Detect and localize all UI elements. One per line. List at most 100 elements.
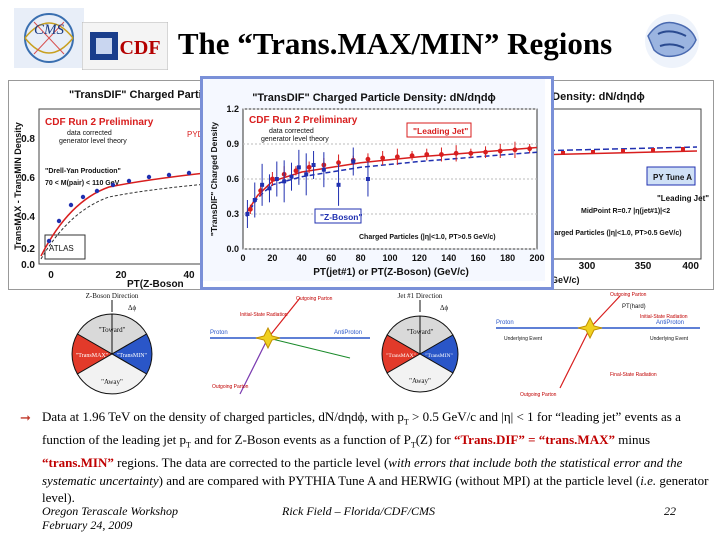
left-ytick: 0.2 [21,244,35,255]
footer-author: Rick Field – Florida/CDF/CMS [282,504,435,518]
x-tick-label: 80 [356,253,366,263]
left-chart-title: "TransDIF" Charged Partic [69,89,208,101]
left-xtick: 40 [183,270,195,281]
left-xtick: 0 [48,270,54,281]
z-boson-event-diagram: Initial-State Radiation Outgoing Parton … [200,288,380,400]
right-cuts: Charged Particles (|η|<1.0, PT>0.5 GeV/c… [545,230,682,237]
left-process-label: "Drell-Yan Production" [45,168,121,175]
leading-jet-point [394,154,400,160]
svg-text:"TransMIN": "TransMIN" [425,353,453,359]
zboson-point [365,177,370,181]
svg-text:"Away": "Away" [409,377,431,385]
y-tick-label: 0.9 [226,139,239,149]
svg-text:Δϕ: Δϕ [128,304,137,312]
z-event-sketch: Initial-State Radiation Outgoing Parton … [210,296,370,395]
left-point [166,172,172,178]
right-point [651,148,655,152]
left-atlas-label: ATLAS [49,244,74,253]
right-xtick: 400 [682,261,699,272]
description-text: Data at 1.96 TeV on the density of charg… [42,409,709,506]
y-tick-label: 0.3 [226,209,239,219]
x-tick-label: 60 [326,253,336,263]
leading-jet-point [365,156,371,162]
footer-workshop: Oregon Terascale Workshop [42,504,179,518]
right-xtick: 300 [579,261,596,272]
svg-text:Outgoing Parton: Outgoing Parton [212,384,249,390]
svg-text:Outgoing Parton: Outgoing Parton [610,292,647,298]
jet-diagram: Jet #1 Direction Δϕ "Toward" "TransMAX" … [380,288,490,400]
svg-text:"Away": "Away" [101,378,123,386]
svg-text:"TransMAX": "TransMAX" [386,353,416,359]
cdf-logo-icon: CDF [82,22,168,70]
main-legend-line: generator level theory [261,136,329,143]
main-ylabel: "TransDIF" Charged Density [209,122,219,237]
footer-left: Oregon Terascale Workshop February 24, 2… [42,504,178,532]
svg-text:Final-State Radiation: Final-State Radiation [610,372,657,378]
left-pydw-label: PYDW [187,130,211,139]
description-bullet: ➞ Data at 1.96 TeV on the density of cha… [20,408,710,507]
zboson-point [267,186,272,191]
svg-text:Proton: Proton [496,320,514,326]
cms-logo-icon: CMS [14,8,84,68]
right-curve-red [530,150,698,156]
right-point [591,150,595,154]
leading-jet-point [483,149,488,155]
zboson-point [274,177,279,181]
left-point [46,238,52,244]
main-legend-line: data corrected [269,128,314,135]
left-point [186,170,192,176]
left-point [146,174,152,180]
jet-event-diagram: Outgoing Parton PT(hard) Initial-State R… [490,288,712,400]
x-tick-label: 120 [412,253,427,263]
leading-jet-point [512,147,518,153]
zboson-point [304,172,309,177]
svg-text:CMS: CMS [34,22,65,38]
leading-jet-point [336,160,341,166]
x-tick-label: 200 [529,253,544,263]
left-point [126,178,132,184]
right-xlabel: GeV/c) [551,275,580,285]
left-legend-title: CDF Run 2 Preliminary [45,117,154,128]
left-point [80,194,86,200]
page-title: The “Trans.MAX/MIN” Regions [177,26,613,61]
svg-text:Z-Boson Direction: Z-Boson Direction [86,292,139,300]
main-leading-jet-label: "Leading Jet" [413,126,468,136]
leading-jet-point [270,176,275,182]
left-ytick: 0.0 [21,260,35,271]
left-point [94,188,100,194]
right-point [621,149,625,153]
bullet-arrow-icon: ➞ [20,410,31,425]
svg-text:"Toward": "Toward" [407,328,434,336]
x-tick-label: 180 [500,253,515,263]
right-chart-title: e Density: dN/dηdϕ [543,91,645,103]
right-jet-label: "Leading Jet" [657,194,709,203]
transmax-term: “trans.MAX” [538,432,615,448]
right-jet-def: MidPoint R=0.7 |η(jet#1)|<2 [581,208,670,215]
svg-text:Proton: Proton [210,330,228,336]
footer-date: February 24, 2009 [42,518,133,532]
leading-jet-point [424,152,430,157]
x-tick-label: 100 [382,253,397,263]
y-tick-label: 0.0 [226,244,239,254]
leading-jet-point [409,153,415,159]
left-mass-cut: 70 < M(pair) < 110 GeV [45,180,120,187]
leading-jet-point [468,150,474,156]
left-point [68,202,74,208]
left-ytick: 0.4 [21,212,35,223]
jet-region-diagram: Jet #1 Direction Δϕ "Toward" "TransMAX" … [381,292,459,393]
zboson-point [245,212,250,216]
footer-page-number: 22 [664,504,676,518]
zboson-point [351,159,356,164]
florida-logo-icon [645,14,699,68]
left-ytick: 0.6 [21,173,35,184]
y-tick-label: 0.6 [226,174,239,184]
leading-jet-point [497,148,503,154]
left-ylabel: TransMAX - TransMIN Density [13,122,23,250]
svg-text:AntiProton: AntiProton [656,320,684,326]
svg-text:Initial-State Radiation: Initial-State Radiation [240,312,288,318]
leading-jet-point [247,206,253,212]
svg-text:Underlying Event: Underlying Event [504,336,543,342]
x-tick-label: 20 [267,253,277,263]
svg-text:Δϕ: Δϕ [440,304,449,312]
zboson-point [289,174,294,179]
